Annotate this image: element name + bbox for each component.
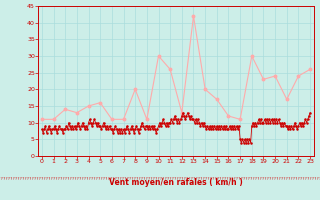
Text: ????????????????????????????????????????????????????????????????????????????????: ????????????????????????????????????????… [0,177,320,181]
X-axis label: Vent moyen/en rafales ( km/h ): Vent moyen/en rafales ( km/h ) [109,178,243,187]
